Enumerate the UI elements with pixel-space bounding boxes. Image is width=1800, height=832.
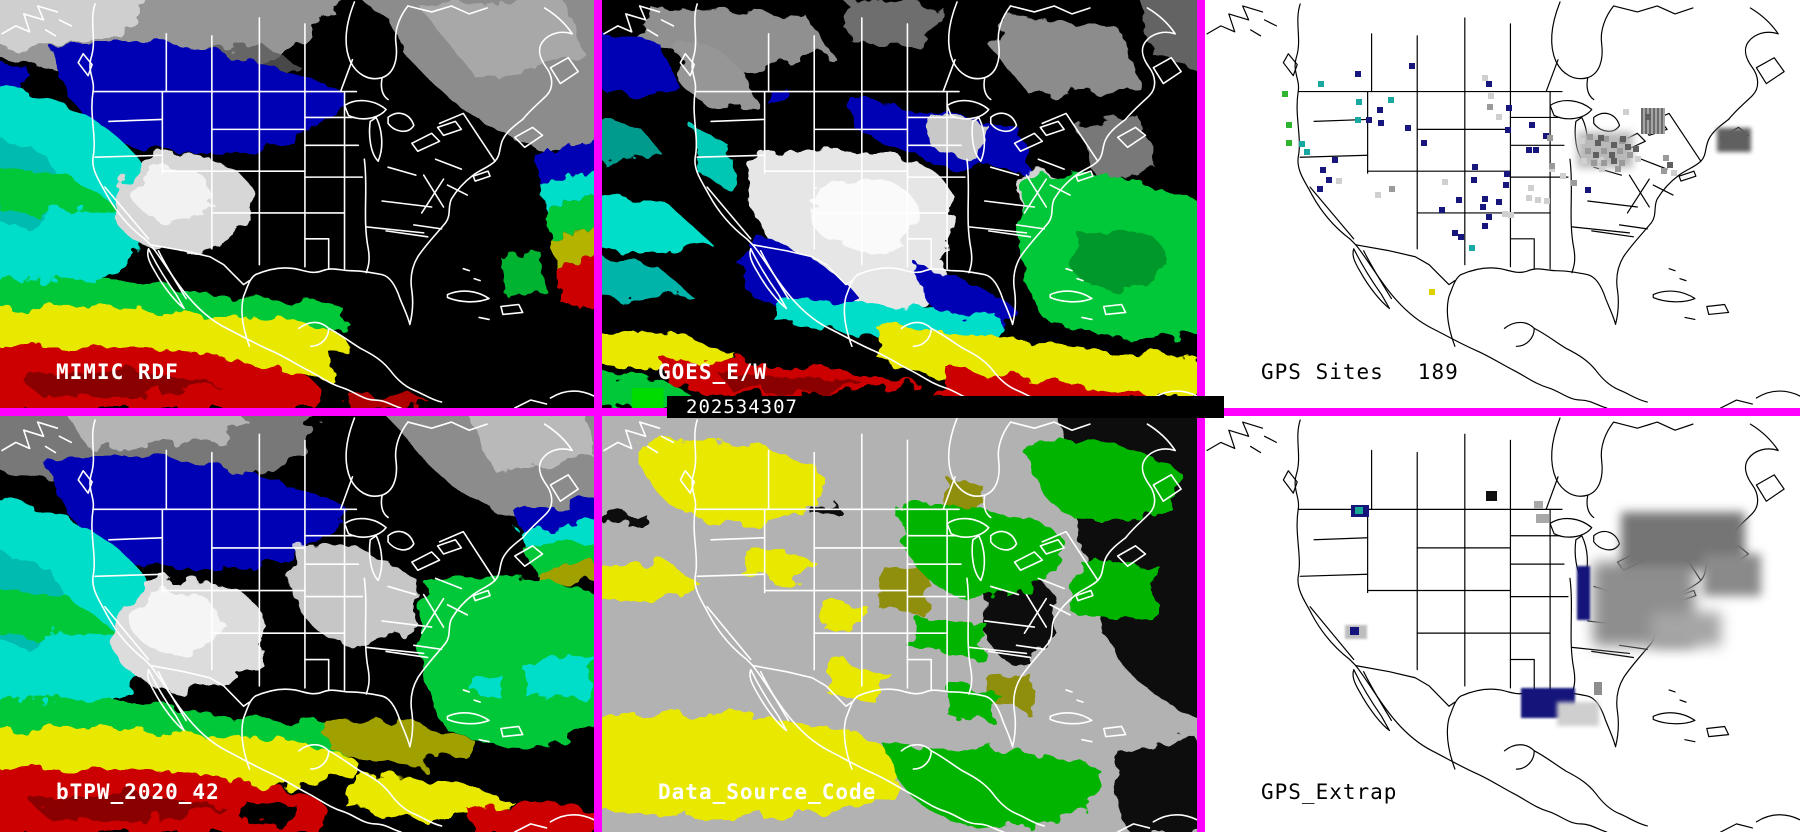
btpw-map [0,416,594,832]
panel-label-mimic-rdf: MIMIC RDF [56,360,179,384]
panel-btpw: bTPW_2020_42 [0,416,594,832]
panel-label-gps-sites: GPS Sites 189 [1261,360,1459,384]
panel-mimic-rdf: MIMIC RDF [0,0,594,408]
panel-label-goes-ew: GOES_E/W [658,360,768,384]
data-source-code-map [602,416,1197,832]
gps-extrap-map [1206,417,1800,832]
panel-gps-sites: GPS Sites 189 [1205,0,1800,408]
coastline-outline [1206,1,1800,408]
panel-gps-extrap: GPS_Extrap [1205,416,1800,832]
gps-sites-count: 189 [1417,360,1459,384]
panel-label-data-source-code: Data_Source_Code [658,780,877,804]
panel-goes-ew: GOES_E/W [602,0,1197,408]
timestamp-bar: 202534307 [667,396,1224,418]
mimic-rdf-map [0,0,594,408]
coastline-outline [1206,417,1800,832]
panel-label-gps-extrap: GPS_Extrap [1261,780,1398,804]
panel-data-source-code: Data_Source_Code [602,416,1197,832]
goes-ew-map [602,0,1197,408]
timestamp-text: 202534307 [686,396,798,418]
gps-sites-map [1206,1,1800,408]
panel-label-btpw: bTPW_2020_42 [56,780,220,804]
